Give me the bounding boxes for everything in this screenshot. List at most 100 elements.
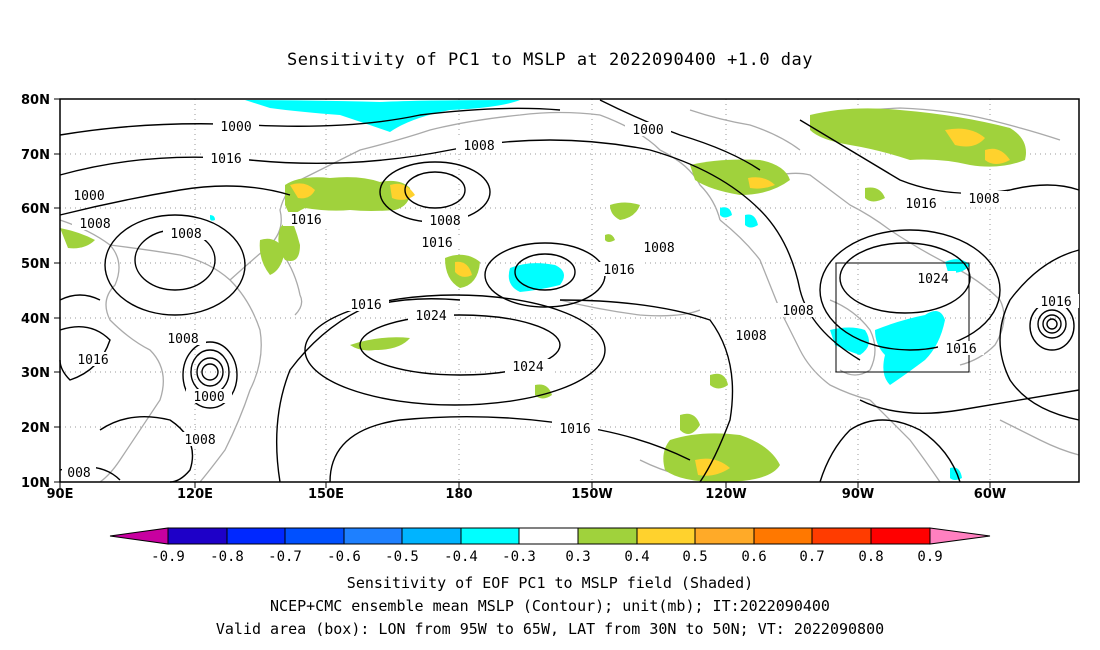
contour-label: 1008 [422, 213, 468, 229]
contour-label: 1016 [938, 341, 984, 357]
lon-label-180: 180 [445, 487, 472, 502]
mslp-contours [59, 99, 1080, 483]
negative-sensitivity-shading [210, 100, 970, 480]
contour-label: 1016 [414, 235, 460, 251]
lon-label-90w: 90W [842, 487, 874, 502]
colorbar-label: -0.3 [502, 549, 536, 565]
svg-text:1016: 1016 [77, 353, 108, 368]
contour-label: 1000 [213, 119, 259, 135]
colorbar-label: -0.5 [385, 549, 419, 565]
lon-label-150w: 150W [571, 487, 612, 502]
colorbar-swatch [518, 527, 579, 545]
colorbar-swatch [694, 527, 755, 545]
svg-text:1024: 1024 [917, 272, 948, 287]
svg-text:1008: 1008 [782, 304, 813, 319]
contour-label: 1008 [961, 191, 1007, 207]
svg-text:1000: 1000 [193, 390, 224, 405]
svg-text:1008: 1008 [463, 139, 494, 154]
colorbar-label: 0.6 [741, 549, 766, 565]
lat-label-50n: 50N [21, 257, 50, 272]
svg-text:1008: 1008 [968, 192, 999, 207]
svg-text:1000: 1000 [220, 120, 251, 135]
colorbar-label: 0.5 [682, 549, 707, 565]
colorbar-label: 0.9 [917, 549, 942, 565]
contour-label: 1008 [177, 432, 223, 448]
axis-ticks [54, 98, 991, 488]
svg-text:1000: 1000 [632, 123, 663, 138]
lat-label-10n: 10N [21, 476, 50, 491]
lon-label-150e: 150E [308, 487, 344, 502]
svg-text:1008: 1008 [170, 227, 201, 242]
colorbar-swatch [284, 527, 345, 545]
colorbar-swatch [401, 527, 462, 545]
colorbar-min-arrow [109, 527, 169, 545]
colorbar-label: -0.4 [444, 549, 478, 565]
svg-text:1008: 1008 [167, 332, 198, 347]
colorbar-label: -0.9 [151, 549, 185, 565]
colorbar-label: 0.4 [624, 549, 649, 565]
coastlines [59, 107, 1080, 483]
svg-text:1016: 1016 [559, 422, 590, 437]
contour-label: 1024 [408, 308, 454, 324]
lon-label-120e: 120E [177, 487, 213, 502]
svg-text:1016: 1016 [290, 213, 321, 228]
lat-label-40n: 40N [21, 312, 50, 327]
svg-text:1008: 1008 [735, 329, 766, 344]
svg-text:008: 008 [67, 466, 90, 481]
valid-area-box [835, 262, 970, 373]
contour-label: 1000 [186, 389, 232, 405]
colorbar-label: 0.3 [565, 549, 590, 565]
colorbar-label: 0.8 [858, 549, 883, 565]
svg-text:1024: 1024 [415, 309, 446, 324]
colorbar-swatch [870, 527, 931, 545]
svg-text:1016: 1016 [350, 298, 381, 313]
footer-line-3: Valid area (box): LON from 95W to 65W, L… [215, 620, 885, 638]
colorbar-max-arrow [929, 527, 991, 545]
lat-label-60n: 60N [21, 202, 50, 217]
svg-text:1008: 1008 [643, 241, 674, 256]
svg-text:1000: 1000 [73, 189, 104, 204]
svg-text:1008: 1008 [429, 214, 460, 229]
contour-label: 1008 [775, 303, 821, 319]
colorbar-swatch [343, 527, 403, 545]
svg-text:1016: 1016 [603, 263, 634, 278]
lon-label-60w: 60W [974, 487, 1006, 502]
colorbar-swatch [167, 527, 228, 545]
contour-label: 1008 [636, 240, 682, 256]
svg-text:1008: 1008 [184, 433, 215, 448]
colorbar-swatch [226, 527, 286, 545]
footer-line-1: Sensitivity of EOF PC1 to MSLP field (Sh… [346, 574, 754, 592]
positive-sensitivity-shading [60, 108, 1026, 482]
contour-label: 1000 [625, 122, 671, 138]
map-title: Sensitivity of PC1 to MSLP at 2022090400… [286, 50, 813, 70]
svg-text:1008: 1008 [79, 217, 110, 232]
contour-label: 1016 [283, 212, 329, 228]
lon-label-90e: 90E [47, 487, 74, 502]
latitude-labels: 80N 70N 60N 50N 40N 30N 20N 10N [21, 93, 50, 491]
contour-label: 1008 [160, 331, 206, 347]
contour-label: 1016 [70, 352, 116, 368]
colorbar-swatch [753, 527, 813, 545]
contour-label: 1024 [910, 271, 956, 287]
svg-text:1016: 1016 [421, 236, 452, 251]
contour-label: 008 [62, 465, 96, 481]
colorbar-swatch [577, 527, 638, 545]
contour-label: 1016 [552, 421, 598, 437]
colorbar-label: -0.6 [327, 549, 361, 565]
lat-label-20n: 20N [21, 421, 50, 436]
contour-label: 1008 [163, 226, 209, 242]
lat-label-30n: 30N [21, 366, 50, 381]
svg-text:1016: 1016 [1040, 295, 1071, 310]
colorbar-label: 0.7 [799, 549, 824, 565]
contour-label: 1024 [505, 359, 551, 375]
colorbar-label: -0.7 [268, 549, 302, 565]
contour-label: 1008 [728, 328, 774, 344]
colorbar-labels: -0.9 -0.8 -0.7 -0.6 -0.5 -0.4 -0.3 0.3 0… [151, 549, 943, 565]
map-frame [59, 98, 1080, 483]
contour-label: 1008 [456, 138, 502, 154]
footer-line-2: NCEP+CMC ensemble mean MSLP (Contour); u… [270, 597, 830, 615]
colorbar-label: -0.8 [210, 549, 244, 565]
svg-text:1024: 1024 [512, 360, 543, 375]
svg-text:1016: 1016 [905, 197, 936, 212]
